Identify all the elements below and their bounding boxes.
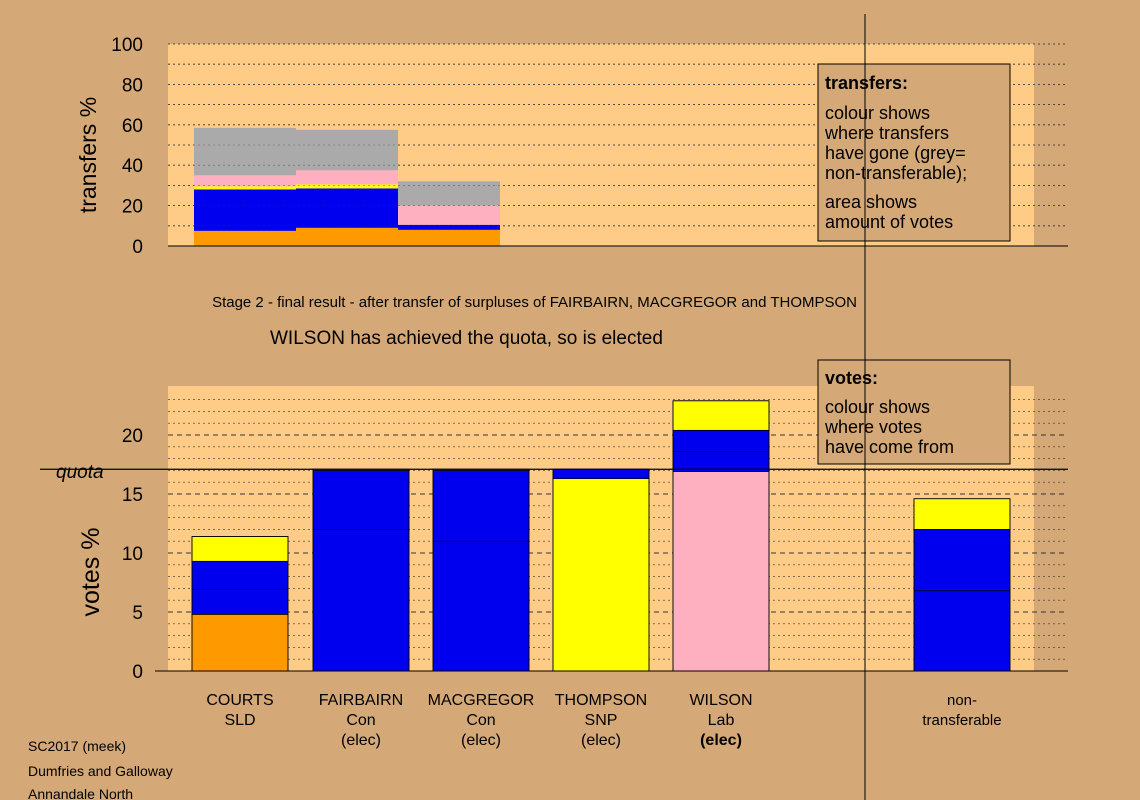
- transfer-segment: [296, 184, 398, 189]
- votes-tick-label: 5: [132, 603, 143, 624]
- category-label: Con: [346, 712, 375, 729]
- votes-tick-label: 10: [122, 544, 143, 565]
- transfers-legend-line: where transfers: [824, 123, 949, 143]
- vote-segment: [672, 429, 770, 452]
- transfers-legend-line: have gone (grey=: [825, 143, 966, 163]
- transfers-tick-label: 20: [122, 197, 143, 218]
- footer-line: SC2017 (meek): [28, 738, 126, 754]
- votes-tick-label: 0: [132, 662, 143, 683]
- category-label: SLD: [224, 712, 255, 729]
- transfers-legend-heading: transfers:: [825, 73, 908, 93]
- quota-label: quota: [56, 462, 104, 483]
- transfers-tick-label: 60: [122, 116, 143, 137]
- votes-legend-heading: votes:: [825, 368, 878, 388]
- footer-line: Dumfries and Galloway: [28, 763, 173, 779]
- votes-axis-label: votes %: [77, 528, 105, 617]
- vote-segment: [552, 468, 650, 480]
- transfer-segment: [194, 127, 296, 176]
- transfer-segment: [296, 129, 398, 171]
- vote-segment: [191, 536, 289, 562]
- vote-segment: [191, 614, 289, 672]
- transfers-legend-line: colour shows: [825, 103, 930, 123]
- votes-legend-box: votes: colour shows where votes have com…: [817, 359, 1011, 465]
- vote-segment: [312, 470, 410, 530]
- vote-segment: [312, 529, 410, 672]
- votes-legend-line: have come from: [825, 437, 954, 457]
- vote-segment: [432, 540, 530, 672]
- transfers-bars: [168, 43, 1068, 246]
- transfers-legend-line: non-transferable);: [825, 163, 967, 183]
- transfer-segment: [194, 186, 296, 190]
- vote-segment: [191, 560, 289, 590]
- votes-category-labels: COURTS SLD FAIRBAIRN Con (elec) MACGREGOR Con (…: [206, 692, 1001, 749]
- transfer-segment: [194, 175, 296, 187]
- transfers-tick-label: 100: [111, 35, 143, 56]
- transfer-segment: [194, 230, 296, 246]
- votes-legend-line: colour shows: [825, 397, 930, 417]
- vote-segment: [191, 589, 289, 615]
- transfer-segment: [194, 189, 296, 231]
- transfer-segment: [296, 170, 398, 185]
- votes-tick-label: 15: [122, 485, 143, 506]
- transfer-segment: [296, 227, 398, 246]
- vote-segment: [913, 529, 1011, 592]
- transfer-segment: [398, 205, 500, 225]
- footer-line: Annandale North: [28, 786, 133, 800]
- transfers-tick-label: 0: [132, 237, 143, 258]
- transfer-segment: [296, 188, 398, 228]
- category-label: Lab: [708, 712, 735, 729]
- vote-segment: [672, 451, 770, 472]
- vote-segment: [913, 590, 1011, 672]
- category-label: THOMPSON: [555, 692, 647, 709]
- vote-segment: [552, 478, 650, 672]
- transfers-legend-line: area shows: [825, 192, 917, 212]
- transfers-tick-label: 40: [122, 156, 143, 177]
- transfers-legend-box: transfers: colour shows where transfers …: [817, 63, 1011, 242]
- category-label: (elec): [341, 732, 381, 749]
- transfer-segment: [398, 181, 500, 206]
- vote-segment: [913, 498, 1011, 530]
- category-label: (elec): [700, 732, 742, 749]
- category-label: non-: [947, 692, 977, 709]
- category-label: MACGREGOR: [428, 692, 535, 709]
- transfers-legend-line: amount of votes: [825, 212, 953, 232]
- category-label: WILSON: [689, 692, 752, 709]
- vote-segment: [672, 400, 770, 431]
- category-label: FAIRBAIRN: [319, 692, 403, 709]
- category-label: transferable: [922, 712, 1001, 729]
- vote-segment: [672, 471, 770, 672]
- transfer-segment: [398, 224, 500, 230]
- stage-title: Stage 2 - final result - after transfer …: [212, 294, 857, 311]
- category-label: COURTS: [206, 692, 273, 709]
- category-label: (elec): [461, 732, 501, 749]
- votes-tick-label: 20: [122, 426, 143, 447]
- category-label: SNP: [585, 712, 618, 729]
- transfers-tick-label: 80: [122, 75, 143, 96]
- transfers-axis-label: transfers %: [75, 97, 101, 213]
- transfers-grid-overlay: [168, 43, 1068, 227]
- category-label: (elec): [581, 732, 621, 749]
- category-label: Con: [466, 712, 495, 729]
- votes-tick-labels: 0 5 10 15 20: [122, 426, 143, 683]
- votes-bars: [191, 400, 1011, 672]
- transfers-tick-labels: 0 20 40 60 80 100: [111, 35, 143, 258]
- transfer-segment: [398, 229, 500, 246]
- status-message: WILSON has achieved the quota, so is ele…: [270, 328, 663, 349]
- vote-segment: [432, 470, 530, 542]
- votes-legend-line: where votes: [824, 417, 922, 437]
